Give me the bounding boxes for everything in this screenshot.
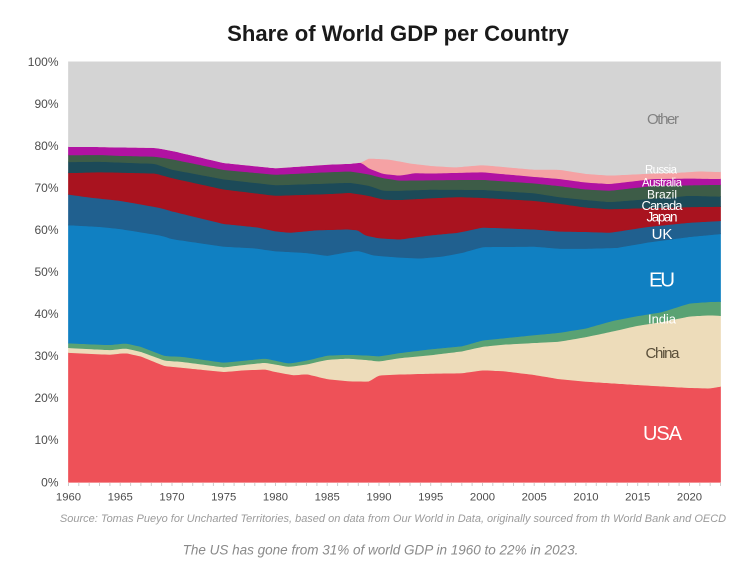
svg-text:50%: 50%	[34, 265, 58, 279]
svg-text:1965: 1965	[108, 492, 133, 504]
svg-text:1960: 1960	[56, 492, 81, 504]
svg-text:Japan: Japan	[647, 209, 678, 224]
svg-text:Share of World GDP per Country: Share of World GDP per Country	[227, 21, 569, 46]
svg-text:20%: 20%	[34, 391, 58, 405]
svg-text:2005: 2005	[522, 492, 547, 504]
svg-text:2000: 2000	[470, 492, 495, 504]
svg-text:2010: 2010	[573, 492, 598, 504]
svg-text:UK: UK	[652, 226, 673, 243]
svg-text:1980: 1980	[263, 492, 288, 504]
svg-text:Source: Tomas Pueyo for Unchar: Source: Tomas Pueyo for Uncharted Territ…	[60, 513, 726, 525]
svg-text:China: China	[646, 345, 681, 362]
svg-text:Russia: Russia	[645, 164, 678, 176]
svg-text:1970: 1970	[159, 492, 184, 504]
svg-text:70%: 70%	[34, 181, 58, 195]
svg-text:1995: 1995	[418, 492, 443, 504]
svg-text:1985: 1985	[315, 492, 340, 504]
svg-text:0%: 0%	[41, 475, 59, 489]
svg-text:90%: 90%	[34, 97, 58, 111]
svg-text:2020: 2020	[677, 492, 702, 504]
svg-text:Other: Other	[647, 111, 679, 128]
svg-text:EU: EU	[649, 268, 675, 291]
svg-text:10%: 10%	[34, 433, 58, 447]
svg-text:USA: USA	[643, 423, 683, 445]
svg-text:100%: 100%	[28, 55, 59, 69]
svg-text:Canada: Canada	[642, 198, 684, 213]
svg-text:60%: 60%	[34, 223, 58, 237]
svg-text:Brazil: Brazil	[647, 188, 677, 202]
svg-text:The US has gone from 31% of wo: The US has gone from 31% of world GDP in…	[183, 543, 579, 558]
svg-text:80%: 80%	[34, 139, 58, 153]
svg-text:1975: 1975	[211, 492, 236, 504]
svg-text:1990: 1990	[366, 492, 391, 504]
svg-text:30%: 30%	[34, 349, 58, 363]
svg-text:40%: 40%	[34, 307, 58, 321]
svg-text:Australia: Australia	[642, 178, 683, 190]
svg-text:India: India	[648, 312, 677, 327]
svg-text:2015: 2015	[625, 492, 650, 504]
